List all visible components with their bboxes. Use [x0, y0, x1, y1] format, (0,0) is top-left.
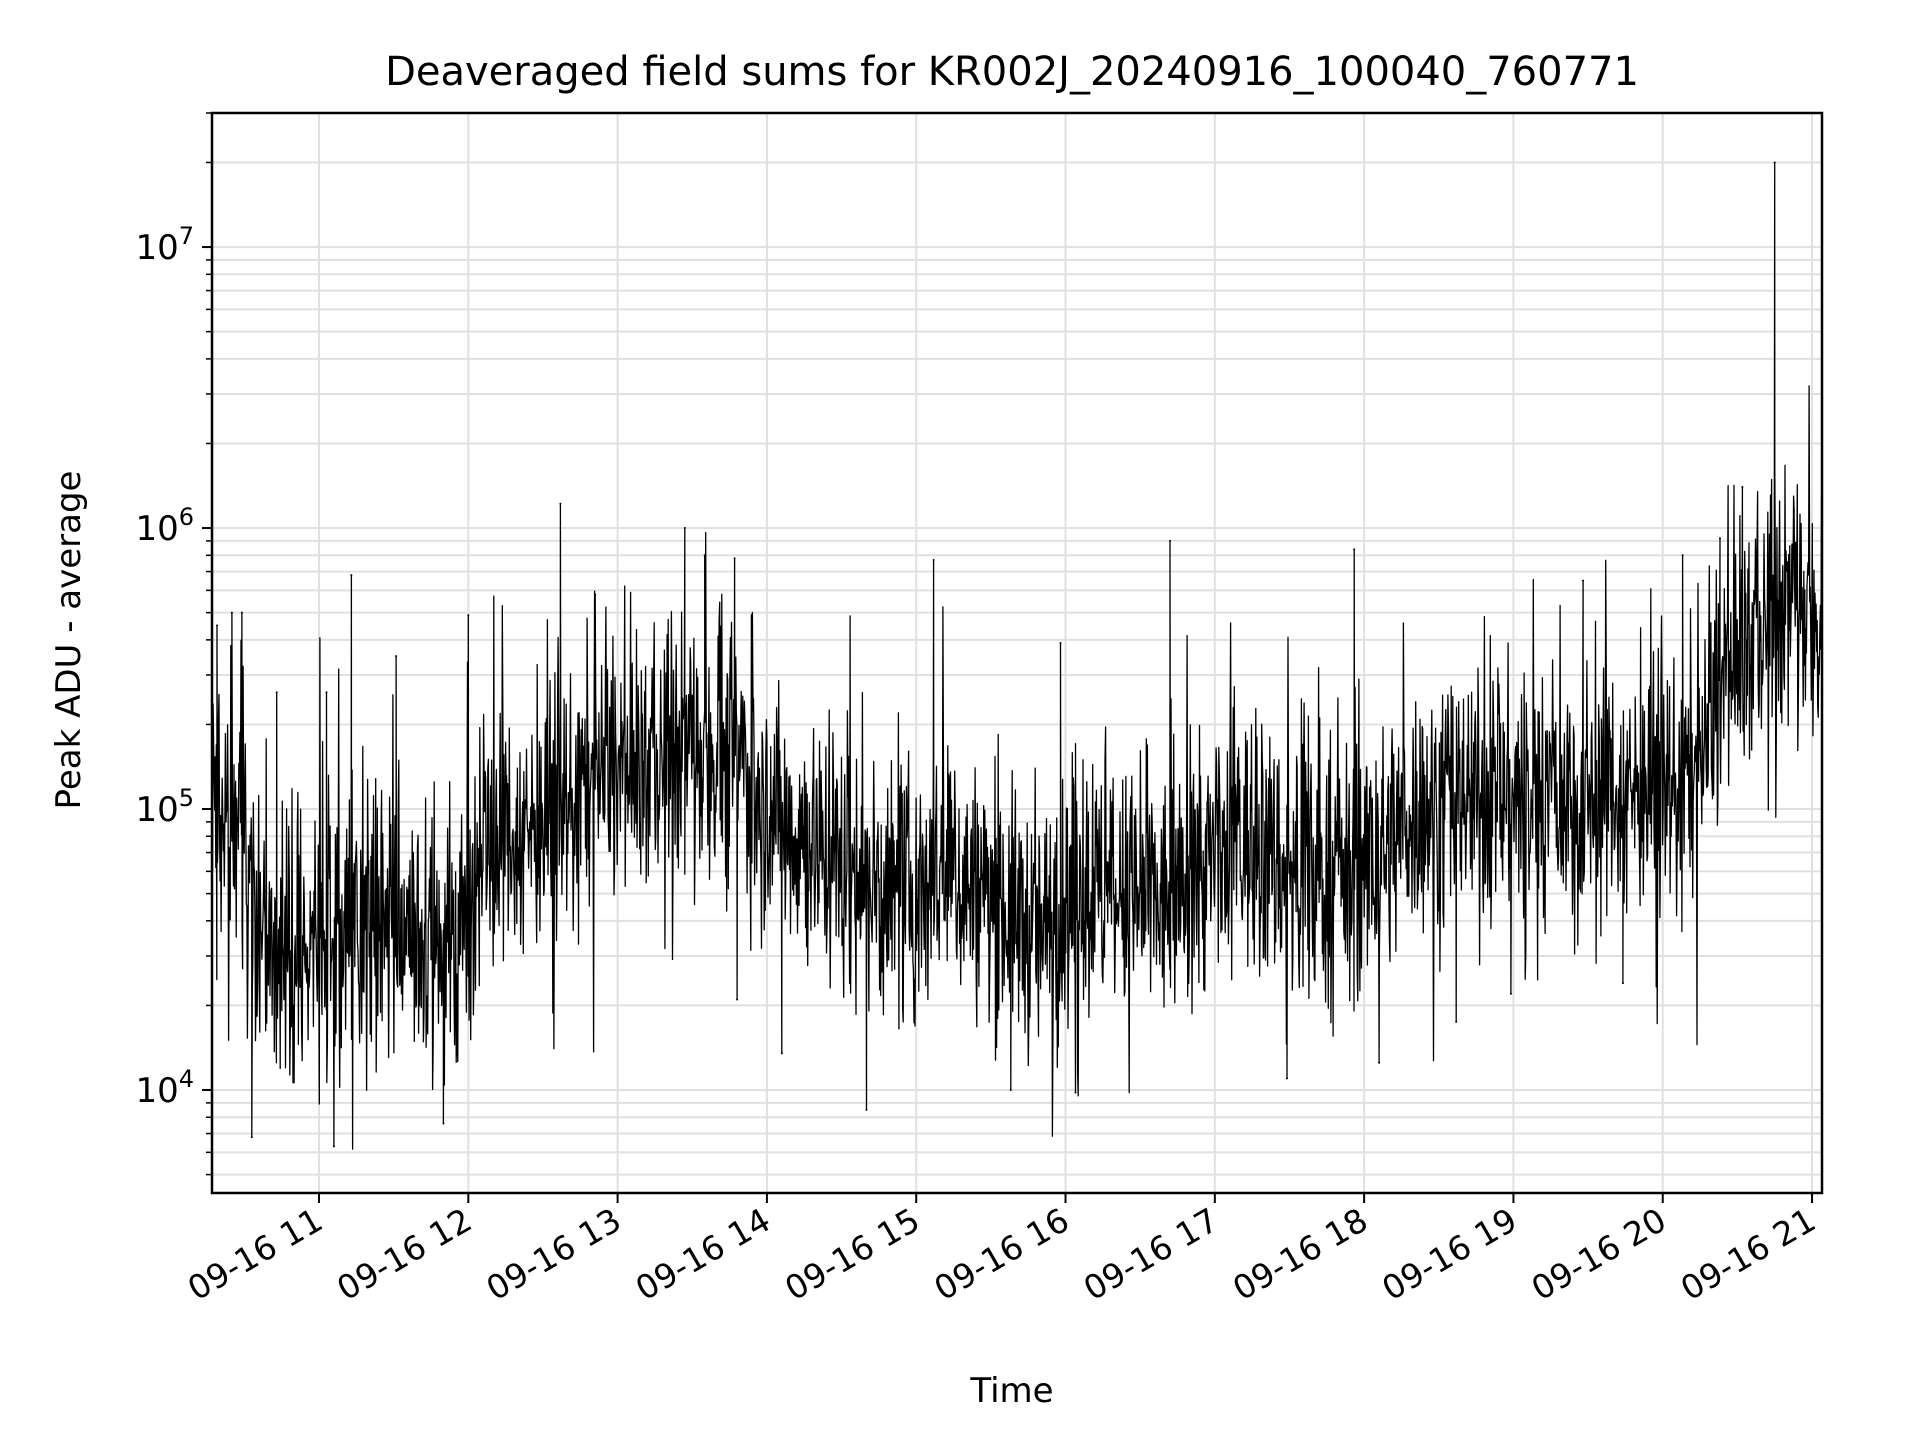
spike-point — [1741, 485, 1744, 488]
spike-point — [325, 691, 328, 694]
spike-point — [703, 554, 706, 557]
y-tick-label: 105 — [135, 784, 194, 830]
spike-point — [215, 624, 218, 627]
x-axis-label: Time — [969, 1371, 1053, 1411]
spike-point — [1621, 982, 1624, 985]
spike-point — [332, 1145, 335, 1148]
y-tick-label: 107 — [135, 222, 194, 268]
x-tick-label: 09-16 21 — [1674, 1200, 1822, 1308]
spike-point — [1074, 1091, 1077, 1094]
spike-point — [559, 502, 562, 505]
x-tick-label: 09-16 18 — [1226, 1200, 1374, 1308]
spike-point — [442, 1122, 445, 1125]
x-tick-label: 09-16 13 — [480, 1200, 628, 1308]
spike-point — [1455, 1020, 1458, 1023]
spike-point — [594, 593, 597, 596]
spike-point — [250, 1136, 253, 1139]
spike-point — [1378, 1061, 1381, 1064]
spike-point — [395, 655, 398, 658]
spike-point — [932, 558, 935, 561]
spike-point — [1285, 1077, 1288, 1080]
spike-point — [1509, 992, 1512, 995]
spike-point — [1681, 554, 1684, 557]
series-line — [211, 161, 1823, 1150]
axes-layer: 09-16 11 09-16 12 09-16 13 09-16 14 09-16 15… — [135, 111, 1824, 1308]
spike-point — [1009, 1089, 1012, 1092]
spike-point — [780, 1052, 783, 1055]
spike-point — [1059, 641, 1062, 644]
spike-point — [733, 557, 736, 560]
plot-frame — [210, 111, 1824, 1195]
y-axis-label: Peak ADU - average — [49, 471, 89, 810]
x-tick-label: 09-16 16 — [928, 1200, 1076, 1308]
x-tick-label: 09-16 12 — [330, 1200, 478, 1308]
spike-point — [1353, 548, 1356, 551]
x-tick-label: 09-16 19 — [1375, 1200, 1523, 1308]
spike-point — [240, 611, 243, 614]
x-tick-label: 09-16 20 — [1525, 1200, 1673, 1308]
spike-point — [865, 1108, 868, 1111]
spike-point — [1582, 579, 1585, 582]
x-tick-label: 09-16 15 — [778, 1200, 926, 1308]
y-tick-label: 106 — [135, 503, 194, 549]
x-tick-label: 09-16 17 — [1077, 1200, 1225, 1308]
spike-point — [1773, 161, 1776, 164]
spike-point — [350, 574, 353, 577]
spike-point — [230, 611, 233, 614]
spike-point — [275, 691, 278, 694]
spike-point — [467, 614, 470, 617]
y-tick-label: 104 — [135, 1065, 194, 1111]
spike-point — [736, 998, 739, 1001]
x-tick-label: 09-16 11 — [181, 1200, 329, 1308]
x-tick-label: 09-16 14 — [629, 1200, 777, 1308]
data-layer — [211, 161, 1823, 1150]
spike-point — [1169, 539, 1172, 542]
chart-title: Deaveraged field sums for KR002J_2024091… — [385, 49, 1639, 95]
spike-point — [683, 527, 686, 530]
grid-layer — [212, 112, 1822, 1193]
spike-point — [1718, 537, 1721, 540]
